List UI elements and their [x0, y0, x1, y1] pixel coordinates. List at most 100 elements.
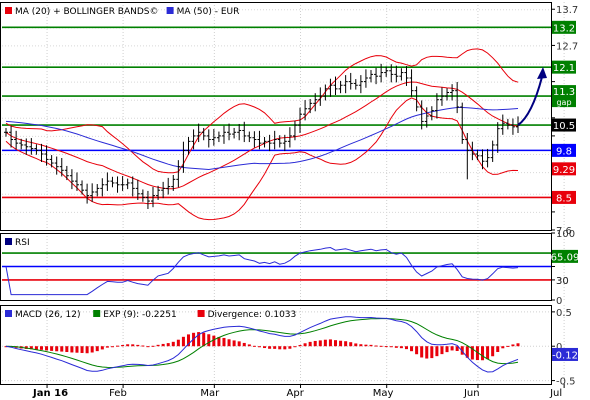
x-tick-label: Apr	[287, 388, 305, 399]
ohlc-bar	[80, 180, 85, 195]
level-tag-text: 13.2	[553, 23, 575, 34]
y-tick-label: 7.6	[556, 226, 572, 237]
divergence-bar	[273, 346, 277, 349]
ohlc-bar	[374, 67, 379, 85]
ohlc-bar	[135, 179, 140, 200]
divergence-bar	[50, 346, 54, 351]
ohlc-bar	[49, 155, 54, 168]
ohlc-bar	[429, 106, 434, 121]
ohlc-bar	[445, 88, 450, 101]
ohlc-bar	[292, 120, 297, 141]
ohlc-bar	[460, 102, 465, 144]
divergence-bar	[511, 344, 515, 347]
axes	[0, 2, 565, 388]
divergence-bar	[384, 346, 388, 348]
ohlc-bar	[227, 123, 232, 141]
ohlc-bar	[465, 133, 470, 180]
macd-legend-swatch	[5, 310, 12, 317]
level-tag-box	[552, 20, 576, 34]
divergence-bar	[75, 346, 79, 353]
divergence-bar	[481, 346, 485, 361]
divergence-bar	[207, 334, 211, 347]
macd-line	[5, 316, 519, 373]
macd-legend-label: EXP (9): -0.2251	[103, 310, 177, 320]
divergence-bar	[389, 346, 393, 348]
rsi-legend-label: RSI	[15, 238, 30, 248]
ohlc-bar	[424, 107, 429, 128]
divergence-bar	[339, 340, 343, 347]
ohlc-bar	[9, 125, 14, 148]
divergence-bar	[166, 343, 170, 347]
ohlc-bar	[206, 129, 211, 148]
ohlc-bar	[323, 84, 328, 101]
divergence-bar	[45, 346, 49, 351]
x-tick-label: Jan 16	[32, 388, 68, 399]
divergence-bar	[141, 345, 145, 347]
divergence-bar	[90, 346, 94, 353]
ohlc-bar	[313, 93, 318, 112]
panel-frame-1	[0, 2, 552, 231]
divergence-bar	[126, 344, 130, 347]
ohlc-bar	[39, 143, 44, 162]
ohlc-bar	[500, 114, 505, 135]
divergence-bar	[151, 345, 155, 347]
divergence-bar	[298, 345, 302, 347]
divergence-bar	[379, 345, 383, 347]
divergence-bar	[217, 336, 221, 347]
forecast-arrow	[517, 76, 543, 126]
ohlc-bar	[455, 81, 460, 114]
divergence-bar	[80, 346, 84, 353]
ohlc-bar	[485, 148, 490, 168]
divergence-bar	[181, 336, 185, 347]
ohlc-bar	[14, 130, 19, 150]
divergence-bar	[131, 344, 135, 347]
divergence-bar	[60, 346, 64, 352]
ohlc-bar	[232, 127, 237, 139]
ohlc-bar	[409, 69, 414, 97]
ohlc-bar	[404, 66, 409, 86]
macd-legend-label: Divergence: 0.1033	[208, 310, 297, 320]
ohlc-bar	[69, 169, 74, 190]
ohlc-bar	[247, 131, 252, 143]
divergence-bar	[425, 346, 429, 359]
ohlc-bar	[34, 144, 39, 155]
ohlc-bar	[262, 136, 267, 148]
divergence-bar	[470, 346, 474, 360]
divergence-bar	[323, 339, 327, 347]
divergence-bar	[465, 346, 469, 358]
divergence-bar	[374, 345, 378, 347]
divergence-bar	[39, 346, 43, 350]
ohlc-bar	[348, 72, 353, 90]
divergence-bar	[288, 346, 292, 349]
x-tick-label: Jul	[549, 388, 562, 399]
divergence-bar	[364, 344, 368, 347]
divergence-bar	[186, 334, 191, 347]
y-tick-label: 13.7	[556, 5, 578, 16]
divergence-bar	[293, 346, 297, 348]
divergence-bar	[100, 346, 104, 350]
divergence-bar	[410, 346, 414, 352]
rsi-tag-box	[552, 249, 578, 263]
ohlc-bar	[166, 177, 171, 195]
level-tag-text: 10.5	[553, 121, 575, 132]
macd-legend-swatch	[197, 310, 205, 317]
divergence-bar	[475, 346, 479, 361]
divergence-bar	[420, 346, 424, 358]
divergence-bar	[369, 344, 373, 347]
ohlc-bar	[480, 149, 485, 170]
price-tag-text: 9.29	[553, 165, 575, 176]
divergence-bar	[65, 346, 69, 352]
price-panel	[2, 26, 551, 221]
ohlc-bar	[470, 141, 475, 161]
divergence-bar	[110, 346, 114, 348]
ohlc-bar	[186, 136, 191, 155]
ohlc-bar	[145, 190, 150, 210]
legend-label: MA (50) - EUR	[177, 7, 240, 17]
level-tag-box	[552, 85, 576, 108]
ohlc-bar	[282, 134, 287, 152]
divergence-bar	[313, 340, 317, 347]
ohlc-bar	[490, 140, 495, 162]
divergence-bar	[344, 341, 348, 347]
ohlc-bar	[308, 98, 313, 114]
rsi-y-tick-label: 0	[556, 296, 562, 307]
